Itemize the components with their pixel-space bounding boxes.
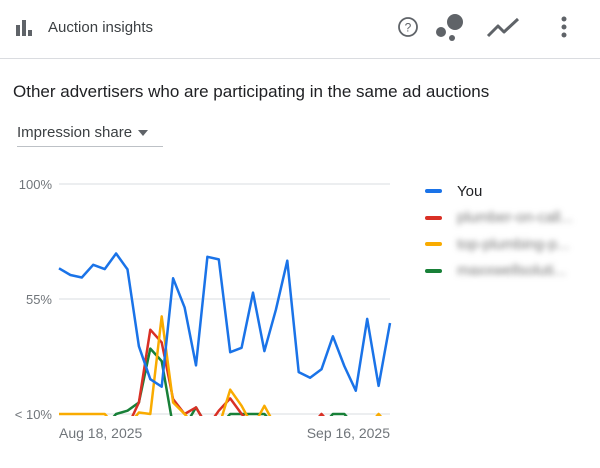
legend-item-competitor[interactable]: plumber-on-call...: [425, 205, 573, 232]
legend-label: plumber-on-call...: [457, 209, 573, 227]
legend-swatch: [425, 189, 442, 194]
metric-dropdown[interactable]: Impression share: [17, 124, 163, 147]
more-vert-icon[interactable]: [558, 15, 570, 41]
svg-text:?: ?: [405, 21, 412, 35]
series-line-competitor-2: [59, 315, 383, 416]
metric-dropdown-value: Impression share: [17, 124, 133, 141]
legend-item-you[interactable]: You: [425, 178, 573, 205]
y-tick-label: 100%: [19, 177, 53, 192]
y-tick-label: < 10%: [15, 407, 53, 422]
x-tick-label: Sep 16, 2025: [307, 425, 391, 441]
legend-swatch: [425, 268, 442, 273]
section-subtitle: Other advertisers who are participating …: [13, 82, 490, 101]
bar-chart-icon: [16, 20, 32, 36]
legend-label: maxxwellsoluti...: [457, 262, 567, 280]
series-line-you: [58, 252, 392, 392]
legend-item-competitor[interactable]: top-plumbing-p...: [425, 231, 573, 258]
card-title: Auction insights: [48, 19, 154, 36]
series-line-competitor-3: [112, 347, 348, 416]
x-tick-label: Aug 18, 2025: [59, 425, 143, 441]
bubble-chart-icon[interactable]: [434, 12, 466, 42]
help-icon[interactable]: ?: [397, 16, 419, 38]
legend-item-competitor[interactable]: maxxwellsoluti...: [425, 258, 573, 285]
card-header: Auction insights ?: [0, 0, 600, 59]
dropdown-caret-icon: [138, 130, 149, 137]
line-chart-icon[interactable]: [486, 16, 520, 38]
legend-swatch: [425, 242, 442, 247]
chart-legend: You plumber-on-call... top-plumbing-p...…: [425, 178, 573, 284]
legend-swatch: [425, 215, 442, 220]
legend-label: top-plumbing-p...: [457, 235, 570, 253]
y-tick-label: 55%: [26, 292, 52, 307]
legend-label: You: [457, 182, 483, 200]
